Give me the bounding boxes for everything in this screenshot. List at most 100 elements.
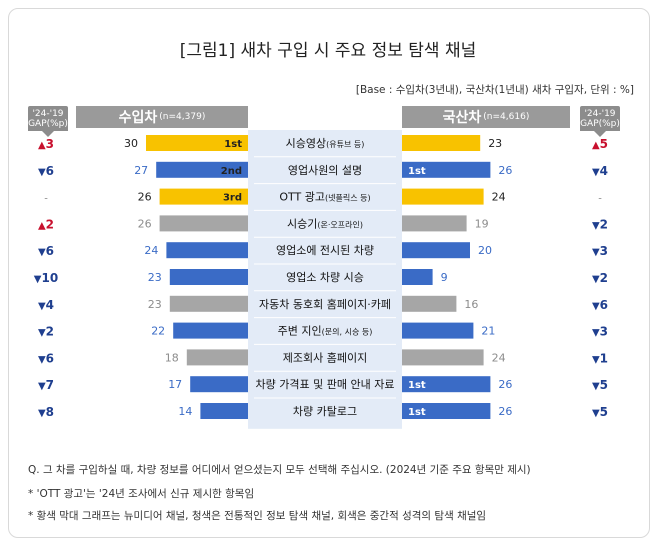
- import-bar: [200, 403, 248, 419]
- down-arrow-icon: ▼: [38, 328, 46, 339]
- domestic-gap-label: ▼6: [592, 298, 608, 312]
- category-sub: (넷플릭스 등): [325, 193, 371, 203]
- gap-value: 5: [600, 378, 608, 392]
- category-label: 영업소에 전시된 차량: [276, 244, 374, 257]
- import-gap-header-line1: '24-'19: [32, 109, 64, 119]
- gap-value: 2: [600, 217, 608, 231]
- domestic-gap-header: '24-'19 GAP(%p): [580, 106, 620, 137]
- import-gap-label: ▼8: [38, 405, 54, 419]
- domestic-bar: [402, 215, 467, 232]
- category-main: 시승기: [287, 217, 317, 230]
- import-rank-label: 2nd: [221, 166, 242, 177]
- import-bar: [146, 135, 248, 151]
- import-value-label: 14: [178, 405, 192, 418]
- import-gap-header-line2: GAP(%p): [28, 119, 68, 129]
- domestic-gap-label: ▼1: [592, 351, 608, 365]
- down-arrow-icon: ▼: [38, 301, 46, 312]
- down-arrow-icon: ▼: [592, 220, 600, 231]
- import-value-label: 17: [168, 378, 182, 391]
- import-gap-label: ▼6: [38, 351, 54, 365]
- down-arrow-icon: ▼: [34, 274, 42, 285]
- footnote-question: Q. 그 차를 구입하실 때, 차량 정보를 어디에서 얻으셨는지 모두 선택해…: [28, 464, 531, 476]
- category-main: 시승영상: [286, 137, 326, 150]
- category-label: 영업소 차량 시승: [286, 271, 364, 284]
- gap-value: 4: [600, 164, 608, 178]
- down-arrow-icon: ▼: [592, 408, 600, 419]
- domestic-bar: [402, 161, 491, 178]
- category-main: OTT 광고: [279, 191, 325, 204]
- category-main: 자동차 동호회 홈페이지·카페: [259, 297, 391, 311]
- base-note: [Base : 수입차(3년내), 국산차(1년내) 새차 구입자, 단위 : …: [355, 84, 634, 96]
- domestic-value-label: 20: [478, 244, 492, 257]
- domestic-bar: [402, 295, 457, 312]
- domestic-gap-label: ▼3: [592, 244, 608, 258]
- category-main: 차량 가격표 및 판매 안내 자료: [256, 378, 395, 391]
- domestic-header-label: 국산차: [442, 110, 482, 126]
- import-bar: [169, 269, 248, 285]
- domestic-header-n: (n=4,616): [483, 112, 530, 122]
- domestic-value-label: 24: [492, 351, 506, 364]
- import-value-label: 23: [148, 298, 162, 311]
- category-main: 주변 지인: [278, 325, 322, 338]
- gap-value: 6: [46, 244, 54, 258]
- import-gap-label: ▼7: [38, 378, 54, 392]
- domestic-value-label: 26: [498, 164, 512, 177]
- down-arrow-icon: ▼: [592, 354, 600, 365]
- import-bar: [159, 188, 248, 205]
- domestic-bar: [402, 269, 433, 285]
- domestic-value-label: 24: [492, 191, 506, 204]
- domestic-bar: [402, 349, 484, 366]
- import-rank-label: 3rd: [223, 193, 242, 204]
- category-label: 시승영상(유튜브 등): [286, 137, 365, 150]
- import-gap-label: ▼6: [38, 164, 54, 178]
- domestic-bar: [402, 242, 470, 259]
- domestic-bar: [402, 376, 491, 393]
- gap-value: 8: [46, 405, 54, 419]
- domestic-value-label: 19: [475, 217, 489, 230]
- gap-value: 3: [600, 325, 608, 339]
- domestic-gap-label: ▼3: [592, 325, 608, 339]
- import-gap-label: -: [44, 194, 48, 205]
- gap-value: 6: [600, 298, 608, 312]
- domestic-gap-header-line2: GAP(%p): [580, 119, 620, 129]
- footnote-colors: * 황색 막대 그래프는 뉴미디어 채널, 청색은 전통적인 정보 탐색 채널,…: [28, 510, 487, 522]
- import-bar: [156, 161, 248, 178]
- domestic-bar: [402, 322, 474, 339]
- gap-value: 4: [46, 298, 54, 312]
- down-arrow-icon: ▼: [592, 274, 600, 285]
- down-arrow-icon: ▼: [38, 167, 46, 178]
- import-value-label: 24: [144, 244, 158, 257]
- import-bar: [166, 242, 248, 259]
- down-arrow-icon: ▼: [38, 354, 46, 365]
- domestic-gap-label: ▼2: [592, 217, 608, 231]
- category-label: OTT 광고(넷플릭스 등): [279, 191, 370, 204]
- import-value-label: 18: [165, 351, 179, 364]
- import-bar: [186, 349, 248, 366]
- down-arrow-icon: ▼: [592, 328, 600, 339]
- category-main: 차량 카탈로그: [293, 405, 357, 418]
- import-gap-label: ▼10: [34, 271, 58, 285]
- gap-value: 2: [46, 217, 54, 231]
- domestic-value-label: 26: [498, 405, 512, 418]
- domestic-gap-label: ▼5: [592, 405, 608, 419]
- category-main: 영업소에 전시된 차량: [276, 244, 374, 257]
- category-main: 영업소 차량 시승: [286, 271, 364, 284]
- category-main: 제조회사 홈페이지: [283, 350, 367, 364]
- up-arrow-icon: ▲: [38, 140, 46, 151]
- down-arrow-icon: ▼: [592, 301, 600, 312]
- import-gap-label: ▼6: [38, 244, 54, 258]
- gap-value: 2: [600, 271, 608, 285]
- gap-value: 10: [42, 271, 59, 285]
- domestic-value-label: 21: [481, 325, 495, 338]
- category-sub: (유튜브 등): [326, 140, 364, 149]
- gap-value: 3: [46, 137, 54, 151]
- gap-value: 3: [600, 244, 608, 258]
- domestic-bar: [402, 188, 484, 205]
- category-label: 주변 지인(문의, 시승 등): [278, 325, 373, 338]
- domestic-gap-label: ▼4: [592, 164, 608, 178]
- import-value-label: 26: [138, 217, 152, 230]
- chart-title: [그림1] 새차 구입 시 주요 정보 탐색 채널: [179, 41, 477, 61]
- import-value-label: 26: [138, 191, 152, 204]
- import-bar: [173, 322, 248, 339]
